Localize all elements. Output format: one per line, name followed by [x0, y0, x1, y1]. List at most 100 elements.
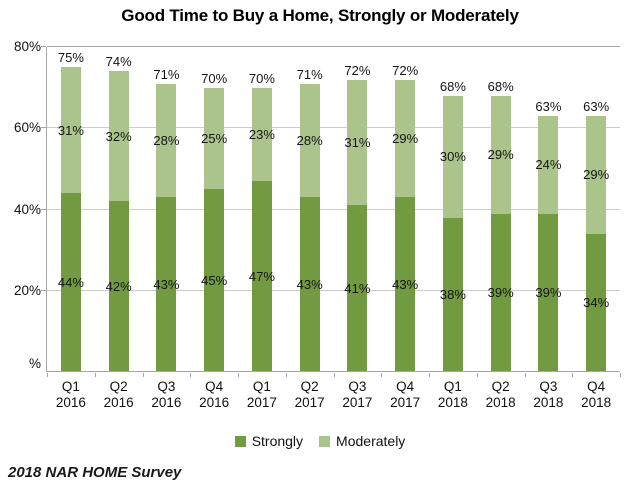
legend-label: Strongly	[251, 433, 304, 449]
bar-segment-moderately: 28%	[153, 83, 179, 198]
x-tick-label: Q4 2018	[581, 379, 612, 410]
x-tick-mark	[333, 373, 335, 377]
bar-segment-strongly: 45%	[201, 189, 228, 372]
legend-swatch	[234, 435, 246, 447]
x-tick-mark	[429, 373, 430, 377]
bar-segment-moderately: 29%	[487, 95, 514, 214]
value-label: 39%	[487, 285, 514, 301]
legend-swatch	[319, 435, 331, 447]
x-tick-mark	[285, 373, 287, 377]
value-label: 45%	[201, 273, 228, 289]
x-tick-label: Q3 2018	[533, 379, 564, 410]
value-label: 43%	[296, 277, 323, 293]
bar-column: 70% 23% 47%	[238, 47, 286, 372]
stacked-bar: 74% 32% 42%	[106, 54, 132, 372]
bars-container: 75% 31% 44% 74% 32% 42% 71% 28% 43% 70% 25% 45% 70% 2…	[47, 47, 620, 372]
legend-label: Moderately	[336, 433, 406, 449]
bar-segment-moderately: 28%	[296, 83, 323, 198]
y-tick-label: %	[28, 356, 41, 371]
total-label: 70%	[248, 70, 275, 86]
bar-column: 71% 28% 43%	[143, 47, 191, 372]
value-label: 44%	[57, 275, 84, 291]
stacked-bar: 72% 29% 43%	[392, 63, 419, 372]
bar-segment-strongly: 39%	[535, 213, 562, 372]
x-axis-line	[46, 371, 620, 372]
x-axis-labels: Q1 2016 Q2 2016 Q3 2016 Q4 2016 Q1 2017 Q2 2017 Q3 20…	[47, 379, 620, 411]
value-label: 31%	[57, 122, 84, 138]
y-tick-mark	[41, 127, 46, 129]
x-tick-label: Q4 2016	[199, 379, 230, 410]
bar-segment-strongly: 41%	[344, 205, 371, 372]
x-tick-label: Q3 2016	[151, 379, 182, 410]
stacked-bar: 70% 23% 47%	[249, 71, 275, 372]
legend-item: Moderately	[319, 433, 405, 449]
bar-column: 74% 32% 42%	[95, 47, 143, 372]
gridline	[47, 127, 620, 129]
total-label: 74%	[105, 54, 132, 70]
y-axis-line	[46, 47, 47, 372]
total-label: 63%	[583, 99, 610, 115]
value-label: 29%	[487, 147, 514, 163]
x-tick-mark	[524, 373, 526, 377]
x-tick-mark	[47, 373, 48, 377]
bar-segment-moderately: 30%	[439, 95, 466, 218]
stacked-bar: 68% 30% 38%	[439, 79, 466, 372]
bar-segment-moderately: 25%	[201, 87, 228, 190]
value-label: 29%	[392, 130, 419, 146]
bar-column: 68% 29% 39%	[477, 47, 525, 372]
x-tick-mark	[238, 373, 239, 377]
stacked-bar: 71% 28% 43%	[296, 67, 323, 372]
x-tick-label: Q3 2017	[342, 379, 373, 410]
stacked-bar: 71% 28% 43%	[153, 67, 179, 372]
value-label: 28%	[296, 132, 323, 148]
y-tick-label: 60%	[13, 120, 41, 136]
total-label: 63%	[535, 99, 562, 115]
stacked-bar: 68% 29% 39%	[487, 79, 514, 372]
x-tick-mark	[142, 373, 144, 377]
y-tick-mark	[41, 289, 46, 291]
bar-segment-strongly: 34%	[583, 233, 610, 372]
bar-segment-strongly: 43%	[153, 197, 179, 372]
value-label: 39%	[535, 285, 562, 301]
x-tick-mark	[94, 373, 96, 377]
x-axis-ticks	[47, 372, 621, 377]
x-tick-mark	[381, 373, 383, 377]
x-tick-label: Q1 2018	[437, 379, 468, 410]
value-label: 30%	[439, 149, 466, 165]
gridline	[47, 46, 620, 47]
bar-segment-strongly: 43%	[296, 197, 323, 372]
y-tick-label: 80%	[13, 39, 41, 54]
stacked-bar: 63% 29% 34%	[583, 99, 610, 372]
value-label: 41%	[344, 281, 371, 297]
value-label: 34%	[583, 295, 610, 311]
y-tick-mark	[41, 208, 46, 210]
stacked-bar: 63% 24% 39%	[535, 99, 562, 372]
legend-item: Strongly	[234, 433, 304, 449]
value-label: 24%	[535, 157, 562, 173]
bar-segment-moderately: 24%	[535, 116, 562, 214]
y-tick-label: 40%	[13, 201, 41, 217]
stacked-bar: 75% 31% 44%	[57, 50, 84, 372]
bar-segment-moderately: 31%	[344, 79, 371, 206]
source-note: 2018 NAR HOME Survey	[8, 464, 182, 481]
value-label: 25%	[201, 130, 228, 146]
bar-column: 70% 25% 45%	[190, 47, 238, 372]
x-tick-mark	[476, 373, 478, 377]
stacked-bar: 72% 31% 41%	[344, 63, 371, 372]
value-label: 38%	[439, 287, 466, 303]
x-tick-mark	[620, 373, 621, 377]
stacked-bar: 70% 25% 45%	[201, 71, 228, 372]
bar-segment-moderately: 29%	[583, 116, 609, 234]
bar-segment-moderately: 29%	[392, 79, 419, 198]
legend: Strongly Moderately	[0, 433, 640, 449]
bar-segment-strongly: 43%	[392, 197, 419, 372]
gridline	[47, 208, 620, 210]
x-tick-mark	[190, 373, 192, 377]
value-label: 43%	[392, 277, 419, 293]
value-label: 31%	[344, 134, 371, 150]
bar-column: 75% 31% 44%	[47, 47, 95, 372]
x-tick-mark	[572, 373, 574, 377]
bar-segment-strongly: 47%	[249, 181, 275, 372]
chart-title: Good Time to Buy a Home, Strongly or Mod…	[121, 6, 519, 25]
x-tick-label: Q1 2017	[246, 379, 277, 410]
